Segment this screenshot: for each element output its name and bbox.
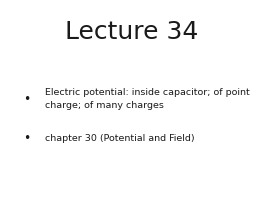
Text: chapter 30 (Potential and Field): chapter 30 (Potential and Field) [45, 134, 195, 143]
Text: •: • [23, 132, 30, 145]
Text: •: • [23, 92, 30, 106]
Text: Lecture 34: Lecture 34 [65, 20, 199, 44]
Text: Electric potential: inside capacitor; of point
charge; of many charges: Electric potential: inside capacitor; of… [45, 88, 250, 110]
